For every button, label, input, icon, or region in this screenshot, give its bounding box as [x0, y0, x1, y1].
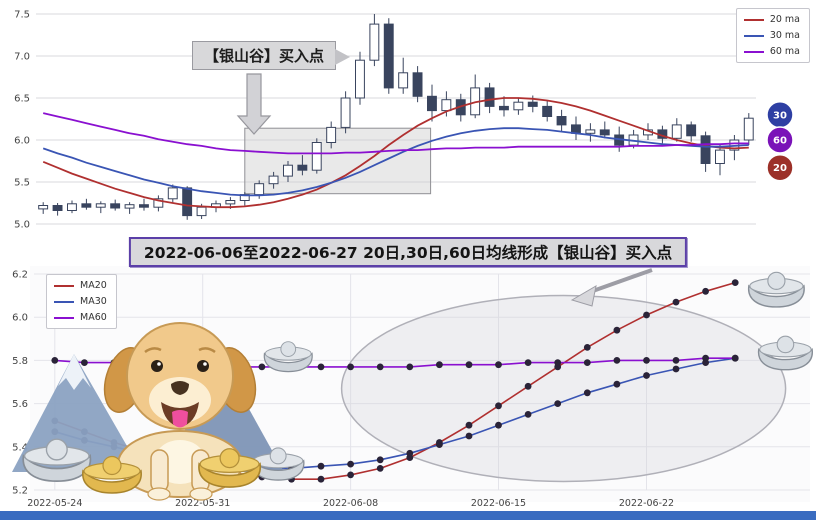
MA30-legend-label: MA30: [80, 296, 107, 307]
bottom-chart-legend: MA20 MA30 MA60: [46, 274, 117, 329]
svg-text:6.5: 6.5: [14, 94, 30, 105]
svg-text:2022-05-31: 2022-05-31: [175, 498, 230, 509]
svg-text:20: 20: [773, 163, 787, 174]
ma30-line-top: [42, 127, 749, 197]
ma-end-badge-60: 60: [766, 126, 794, 154]
svg-text:5.6: 5.6: [12, 399, 28, 410]
ma60-legend-label: 60 ma: [769, 46, 800, 57]
top-chart-legend: 20 ma 30 ma 60 ma: [735, 8, 810, 63]
ma-line-chart: 5.2 5.4 5.6 5.8 6.0 6.2 2022-05-24 2022-05-31 20…: [12, 266, 810, 509]
ma-line-panel: 5.2 5.4 5.6 5.8 6.0 6.2 2022-05-24 2022-05-31 20…: [0, 266, 816, 520]
ma-end-badge-20: 20: [766, 153, 794, 182]
down-arrow-icon: [236, 73, 272, 135]
buy-point-callout: 【银山谷】买入点: [192, 41, 351, 70]
MA60-legend-swatch: [54, 316, 74, 319]
ma20-line-top: [42, 97, 749, 209]
pointer-arrow-icon: [570, 268, 653, 307]
ma20-legend-label: 20 ma: [769, 14, 800, 25]
window-bottom-strip: [0, 511, 816, 520]
svg-text:2022-06-15: 2022-06-15: [471, 498, 526, 509]
MA60-legend-label: MA60: [80, 312, 107, 323]
svg-text:5.8: 5.8: [12, 356, 28, 367]
legend-item-MA60: MA60: [54, 312, 107, 323]
ma20-legend-swatch: [743, 18, 764, 21]
ma30-legend-swatch: [743, 34, 764, 37]
ma-end-badge-30: 30: [766, 101, 794, 129]
svg-text:5.2: 5.2: [12, 486, 28, 497]
chart-title-banner: 2022-06-06至2022-06-27 20日,30日,60日均线形成【银山…: [128, 237, 688, 267]
ma30-legend-label: 30 ma: [769, 30, 800, 41]
legend-item-60ma: 60 ma: [743, 46, 800, 57]
legend-item-MA30: MA30: [54, 296, 107, 307]
chart-title-text: 2022-06-06至2022-06-27 20日,30日,60日均线形成【银山…: [143, 244, 673, 262]
candlestick-chart: 5.0 5.5 6.0 6.5 7.0 7.5 30 60 20: [14, 10, 794, 231]
MA30-legend-swatch: [54, 300, 74, 303]
svg-text:5.4: 5.4: [12, 442, 28, 453]
svg-text:6.0: 6.0: [12, 313, 28, 324]
legend-item-MA20: MA20: [54, 280, 107, 291]
MA20-legend-swatch: [54, 284, 74, 287]
MA20-legend-label: MA20: [80, 280, 107, 291]
ma60-line-top: [42, 112, 749, 155]
svg-text:60: 60: [773, 136, 787, 147]
ma60-legend-swatch: [743, 50, 764, 53]
svg-text:6.2: 6.2: [12, 270, 28, 281]
svg-text:7.0: 7.0: [14, 52, 30, 63]
buy-point-callout-label: 【银山谷】买入点: [204, 47, 325, 65]
legend-item-30ma: 30 ma: [743, 30, 800, 41]
legend-item-20ma: 20 ma: [743, 14, 800, 25]
svg-text:2022-06-08: 2022-06-08: [323, 498, 378, 509]
svg-text:5.5: 5.5: [14, 178, 30, 189]
svg-text:2022-05-24: 2022-05-24: [27, 498, 82, 509]
svg-text:7.5: 7.5: [14, 10, 30, 21]
svg-text:6.0: 6.0: [14, 136, 30, 147]
svg-text:2022-06-22: 2022-06-22: [619, 498, 674, 509]
svg-text:5.0: 5.0: [14, 220, 30, 231]
svg-text:30: 30: [773, 110, 787, 121]
